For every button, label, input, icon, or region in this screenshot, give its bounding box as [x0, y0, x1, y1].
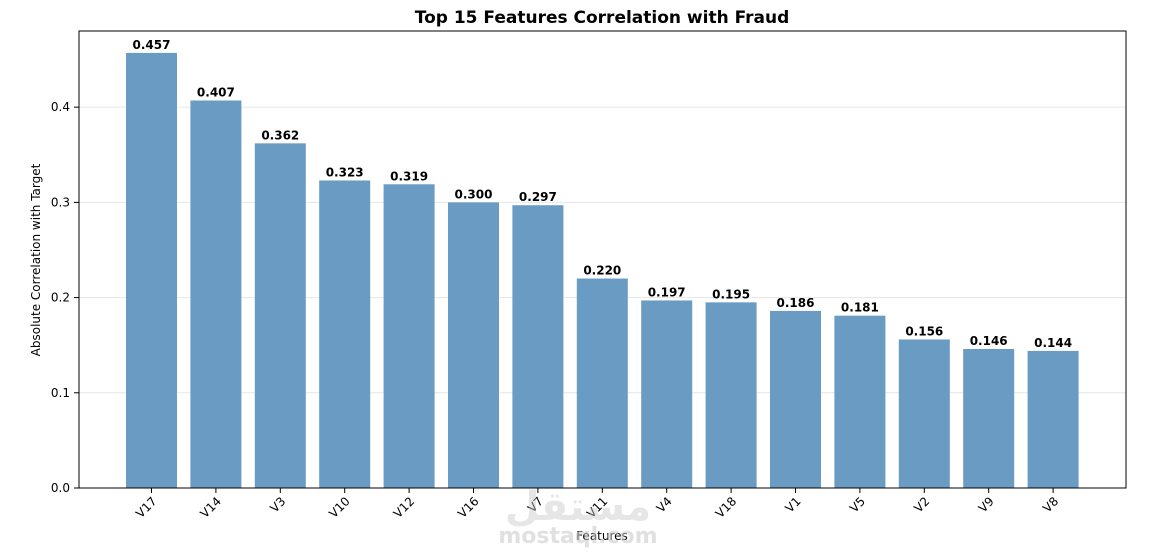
watermark-logo: مستقل mostaql.com: [498, 484, 657, 549]
bar-value-label: 0.197: [648, 285, 686, 299]
watermark-logo-text: مستقل: [505, 484, 651, 530]
bar: [834, 315, 886, 488]
bar: [576, 278, 628, 488]
x-axis-label: Features: [576, 529, 628, 543]
bar: [512, 205, 564, 488]
x-tick-label: V2: [911, 494, 932, 515]
bar-value-label: 0.319: [390, 169, 428, 183]
bar-value-label: 0.220: [583, 264, 621, 278]
bar: [254, 143, 306, 489]
bar-value-label: 0.323: [326, 165, 364, 179]
chart-title: Top 15 Features Correlation with Fraud: [415, 8, 790, 28]
bar-value-label: 0.297: [519, 190, 557, 204]
x-tick-label: V18: [713, 494, 740, 521]
bar-value-label: 0.144: [1034, 336, 1072, 350]
y-tick-label: 0.3: [51, 195, 70, 209]
axes-frame: [78, 30, 1127, 489]
y-tick-label: 0.0: [51, 481, 70, 495]
bar: [448, 202, 499, 488]
x-tick-label: V3: [267, 494, 288, 515]
bar: [770, 310, 821, 488]
plot-area: 0.0 0.1 0.2 0.3 0.4 0.457 V17 0.407 V14 0.362 V3 0.…: [51, 30, 1127, 521]
bar-value-label: 0.407: [197, 86, 235, 100]
bar-value-label: 0.181: [841, 301, 879, 315]
x-tick-label: V9: [976, 494, 997, 515]
bar-value-label: 0.186: [777, 296, 815, 310]
bar-value-label: 0.362: [261, 128, 299, 142]
y-axis-label: Absolute Correlation with Target: [29, 163, 43, 356]
y-tick-label: 0.1: [51, 386, 70, 400]
x-tick-label: V4: [654, 494, 675, 515]
bar: [963, 348, 1015, 488]
x-tick-label: V5: [847, 494, 868, 515]
x-tick-label: V1: [783, 494, 804, 515]
bar-value-label: 0.195: [712, 287, 750, 301]
watermark-site-text: mostaql.com: [498, 524, 657, 549]
bar: [705, 302, 757, 488]
y-tick-label: 0.2: [51, 291, 70, 305]
x-tick-label: V14: [198, 494, 225, 521]
bar: [383, 184, 435, 489]
x-tick-label: V12: [391, 494, 418, 521]
bar-value-label: 0.457: [133, 38, 171, 52]
x-tick-label: V10: [326, 494, 353, 521]
x-tick-label: V16: [455, 494, 482, 521]
bar: [1027, 350, 1079, 488]
bar-value-label: 0.156: [905, 324, 943, 338]
bar-value-label: 0.300: [455, 187, 493, 201]
x-tick-label: V17: [133, 494, 160, 521]
y-tick-label: 0.4: [51, 100, 70, 114]
bar: [319, 180, 371, 488]
bar: [641, 300, 693, 488]
bar: [190, 100, 242, 489]
bar-value-label: 0.146: [970, 334, 1008, 348]
x-tick-label: V8: [1040, 494, 1061, 515]
bar: [898, 339, 950, 488]
bar: [126, 52, 177, 488]
